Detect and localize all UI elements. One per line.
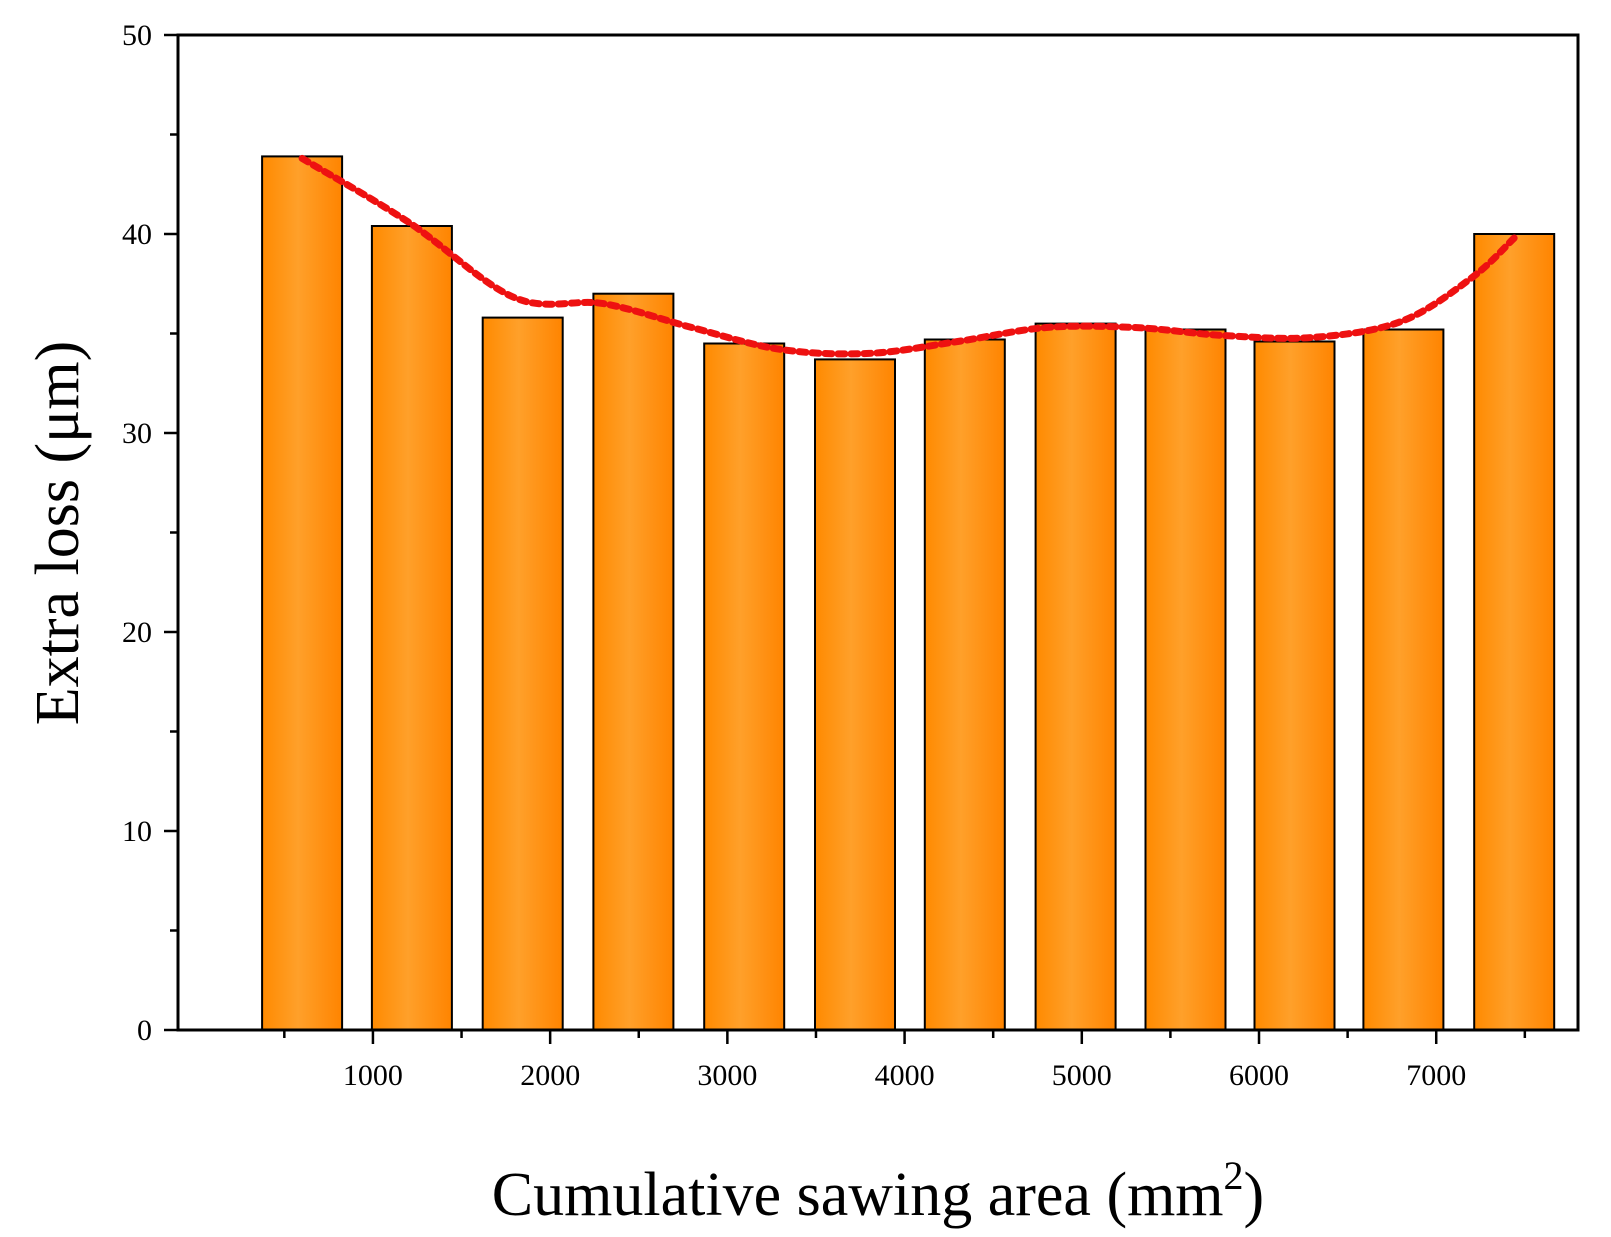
x-axis-title-main: Cumulative sawing area (mm — [492, 1161, 1224, 1229]
trend-line-group — [298, 154, 1518, 358]
y-tick-label: 20 — [122, 616, 152, 649]
x-tick-label: 7000 — [1406, 1059, 1466, 1092]
y-tick-labels: 0 10 20 30 40 50 — [122, 19, 152, 1047]
bar-9 — [1144, 328, 1227, 1031]
y-tick-label: 0 — [137, 1014, 152, 1047]
y-tick-label: 10 — [122, 815, 152, 848]
trend-line — [298, 154, 1518, 358]
bar-5 — [703, 342, 786, 1031]
bar-11 — [1362, 328, 1445, 1031]
bar-12 — [1473, 233, 1556, 1031]
x-axis-title-superscript: 2 — [1224, 1153, 1244, 1198]
bar-4 — [592, 292, 675, 1031]
x-tick-label: 2000 — [520, 1059, 580, 1092]
x-tick-label: 4000 — [875, 1059, 935, 1092]
axis-ticks — [164, 33, 1527, 1044]
bar-2 — [370, 225, 453, 1031]
x-tick-label: 5000 — [1052, 1059, 1112, 1092]
x-tick-labels: 1000 2000 3000 4000 5000 6000 7000 — [343, 1059, 1466, 1092]
bar-3 — [481, 316, 564, 1032]
x-tick-label: 3000 — [697, 1059, 757, 1092]
y-tick-label: 30 — [122, 417, 152, 450]
bar-6 — [814, 358, 896, 1031]
bar-7 — [923, 338, 1006, 1031]
y-axis-title: Extra loss (μm) — [24, 341, 92, 726]
x-tick-label: 6000 — [1229, 1059, 1289, 1092]
y-tick-label: 50 — [122, 19, 152, 52]
bars — [261, 155, 1556, 1032]
bar-10 — [1253, 340, 1336, 1031]
bar-8 — [1034, 322, 1117, 1032]
bar-1 — [261, 155, 344, 1031]
x-tick-label: 1000 — [343, 1059, 403, 1092]
x-axis-title-suffix: ) — [1244, 1161, 1265, 1229]
y-tick-label: 40 — [122, 218, 152, 251]
x-axis-title: Cumulative sawing area (mm2) — [492, 1153, 1264, 1229]
